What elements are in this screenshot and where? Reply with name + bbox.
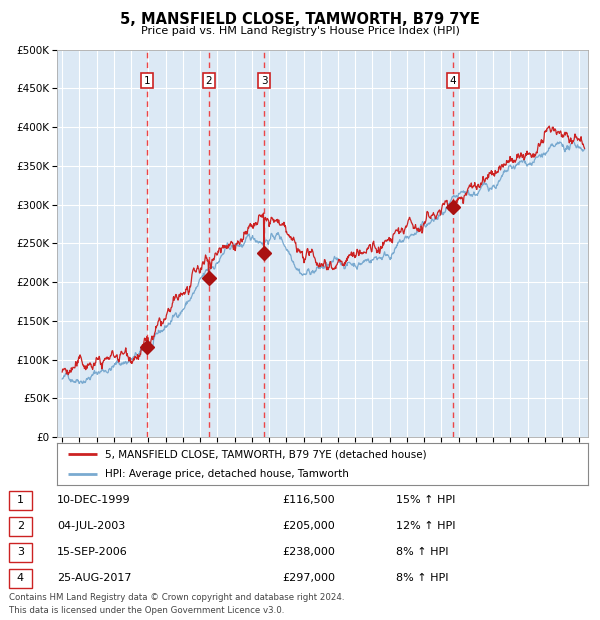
Text: 3: 3 <box>261 76 268 86</box>
Text: £297,000: £297,000 <box>282 574 335 583</box>
Text: £205,000: £205,000 <box>282 521 335 531</box>
Text: HPI: Average price, detached house, Tamworth: HPI: Average price, detached house, Tamw… <box>105 469 349 479</box>
Text: 12% ↑ HPI: 12% ↑ HPI <box>396 521 455 531</box>
Text: 2: 2 <box>205 76 212 86</box>
Text: 2: 2 <box>17 521 24 531</box>
Text: 1: 1 <box>17 495 24 505</box>
Text: 8% ↑ HPI: 8% ↑ HPI <box>396 574 449 583</box>
Text: 25-AUG-2017: 25-AUG-2017 <box>57 574 131 583</box>
Text: 5, MANSFIELD CLOSE, TAMWORTH, B79 7YE: 5, MANSFIELD CLOSE, TAMWORTH, B79 7YE <box>120 12 480 27</box>
Text: This data is licensed under the Open Government Licence v3.0.: This data is licensed under the Open Gov… <box>9 606 284 615</box>
Text: 4: 4 <box>449 76 456 86</box>
Text: Price paid vs. HM Land Registry's House Price Index (HPI): Price paid vs. HM Land Registry's House … <box>140 26 460 36</box>
Text: Contains HM Land Registry data © Crown copyright and database right 2024.: Contains HM Land Registry data © Crown c… <box>9 593 344 603</box>
Text: £116,500: £116,500 <box>282 495 335 505</box>
Text: 5, MANSFIELD CLOSE, TAMWORTH, B79 7YE (detached house): 5, MANSFIELD CLOSE, TAMWORTH, B79 7YE (d… <box>105 450 427 459</box>
Text: 04-JUL-2003: 04-JUL-2003 <box>57 521 125 531</box>
Text: 3: 3 <box>17 547 24 557</box>
Text: 15% ↑ HPI: 15% ↑ HPI <box>396 495 455 505</box>
Text: 10-DEC-1999: 10-DEC-1999 <box>57 495 131 505</box>
Text: 4: 4 <box>17 574 24 583</box>
Text: 15-SEP-2006: 15-SEP-2006 <box>57 547 128 557</box>
Text: £238,000: £238,000 <box>282 547 335 557</box>
Text: 1: 1 <box>144 76 151 86</box>
Text: 8% ↑ HPI: 8% ↑ HPI <box>396 547 449 557</box>
